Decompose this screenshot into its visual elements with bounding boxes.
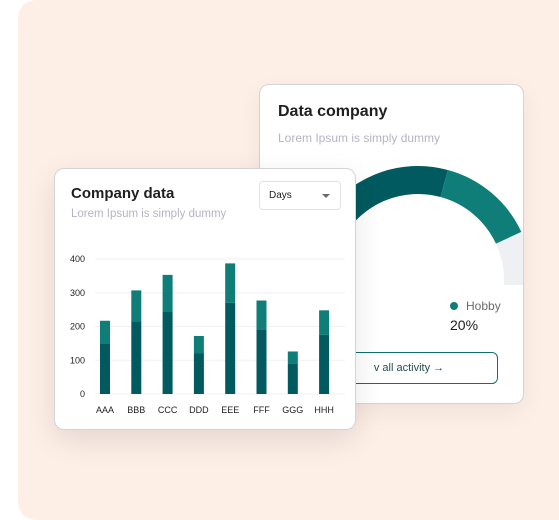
hobby-percent: 20% (450, 317, 479, 333)
company-data-card: Company data Lorem Ipsum is simply dummy… (54, 168, 356, 430)
company-data-subtitle: Lorem Ipsum is simply dummy (71, 208, 227, 220)
x-tick-label: HHH (314, 405, 334, 415)
bar-aaa-segment-2 (100, 320, 110, 344)
bar-ddd-segment-2 (193, 335, 204, 354)
bar-ggg-segment-2 (287, 351, 298, 364)
gauge-track (495, 231, 523, 285)
data-company-title: Data company (278, 103, 388, 120)
bar-hhh-segment-2 (319, 310, 330, 335)
bar-ccc-segment-1 (162, 311, 173, 394)
bar-ggg-segment-1 (287, 363, 298, 394)
legend-hobby-label: Hobby (466, 299, 501, 313)
x-tick-label: EEE (221, 405, 239, 415)
x-tick-label: DDD (189, 405, 209, 415)
bar-ddd-segment-1 (193, 353, 204, 394)
chevron-down-icon (322, 193, 330, 198)
x-tick-label: FFF (253, 405, 270, 415)
gauge-slice-hobby (440, 169, 522, 245)
bar-fff-segment-1 (256, 329, 267, 394)
x-tick-label: BBB (127, 405, 145, 415)
y-tick-label: 100 (70, 355, 85, 365)
bar-fff-segment-2 (256, 300, 267, 330)
x-tick-label: AAA (96, 405, 114, 415)
company-data-title: Company data (71, 185, 175, 202)
bar-hhh-segment-1 (319, 334, 330, 394)
bar-bbb-segment-2 (131, 290, 142, 322)
hobby-dot-icon (450, 302, 458, 310)
bar-chart: 0 100 200 300 400 AAA BBB CCC DDD EEE FFF GGG HHH (70, 254, 345, 415)
x-tick-label: CCC (158, 405, 178, 415)
data-company-subtitle: Lorem Ipsum is simply dummy (278, 131, 441, 145)
bar-aaa-segment-1 (100, 343, 110, 394)
period-dropdown-value: Days (269, 190, 292, 201)
y-tick-label: 0 (80, 389, 85, 399)
bar-ccc-segment-2 (162, 274, 173, 312)
y-tick-label: 400 (70, 254, 85, 264)
data-company-card: Data company Lorem Ipsum is simply dummy… (259, 84, 524, 404)
bar-bbb-segment-1 (131, 321, 142, 394)
x-tick-label: GGG (282, 405, 303, 415)
bar-eee-segment-2 (225, 263, 236, 303)
bar-eee-segment-1 (225, 302, 236, 394)
y-tick-label: 300 (70, 288, 85, 298)
y-tick-label: 200 (70, 322, 85, 332)
legend-hobby: Hobby (450, 299, 501, 313)
period-dropdown[interactable]: Days (259, 181, 341, 210)
